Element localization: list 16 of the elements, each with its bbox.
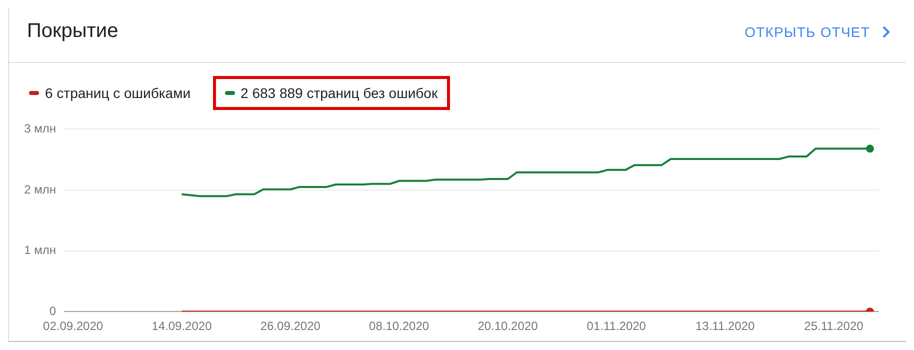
legend-label: 6 страниц с ошибками — [45, 85, 191, 101]
x-tick-label: 01.11.2020 — [586, 319, 646, 334]
x-tick-label: 14.09.2020 — [152, 319, 212, 334]
y-tick-label: 0 — [49, 304, 56, 318]
x-tick-label: 26.09.2020 — [260, 319, 321, 334]
text: ОТКРЫТЬ ОТЧЕТ — [744, 24, 870, 40]
chart-title: Покрытие — [27, 20, 118, 43]
x-tick-label: 02.09.2020 — [43, 319, 104, 334]
y-tick-label: 1 млн — [24, 243, 56, 258]
x-tick-label: 20.10.2020 — [478, 319, 538, 334]
x-tick-label: 25.11.2020 — [804, 319, 864, 334]
legend-label: 2 683 889 страниц без ошибок — [240, 85, 438, 101]
y-tick-label: 2 млн — [24, 182, 56, 196]
x-tick-label: 08.10.2020 — [369, 319, 430, 334]
y-tick-label: 3 млн — [24, 122, 56, 136]
x-tick-label: 13.11.2020 — [695, 319, 755, 334]
